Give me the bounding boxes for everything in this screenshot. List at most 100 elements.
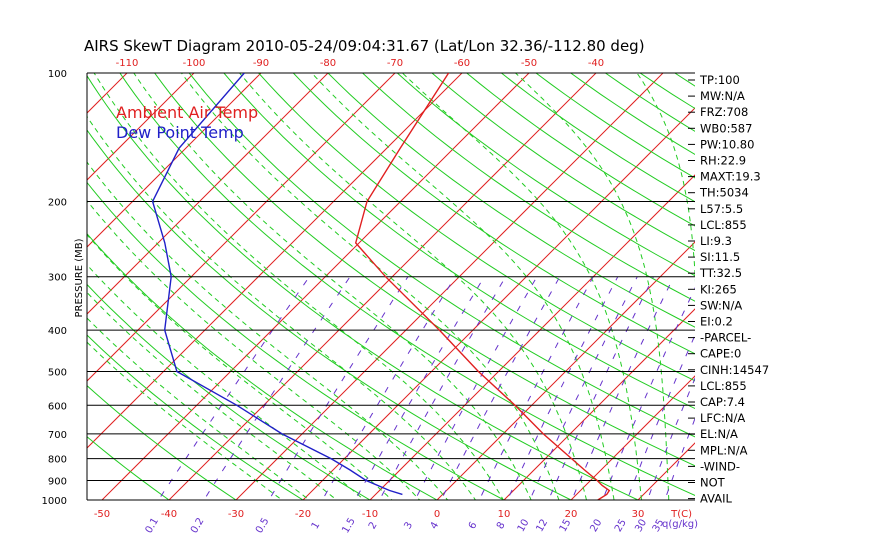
dry-adiabat-line — [535, 73, 695, 179]
mixing-ratio-tick-label: 2 — [367, 520, 380, 531]
dry-adiabat-line — [362, 73, 695, 302]
stability-index-label: MW:N/A — [700, 89, 745, 103]
stability-index-label: LI:9.3 — [700, 234, 732, 248]
stability-indices: TP:100 MW:N/A FRZ:708 WB0:587 PW:10.80 RH:22.… — [688, 73, 769, 506]
bottom-temp-tick-label: 0 — [434, 509, 440, 520]
stability-index-label: LCL:855 — [700, 379, 747, 393]
stability-index-label: CAPE:0 — [700, 347, 741, 361]
mixing-ratio-line — [626, 334, 695, 500]
dry-adiabat-line — [501, 73, 695, 203]
mixing-ratio-line — [478, 276, 594, 500]
mixing-ratio-line — [378, 276, 507, 500]
isotherm-line — [87, 73, 396, 382]
stability-index-label: SI:11.5 — [700, 250, 740, 264]
stability-index-label: -PARCEL- — [700, 331, 751, 345]
moist-adiabat-line — [402, 73, 642, 500]
isotherm-line — [369, 174, 695, 500]
y-axis-label: PRESSURE (MB) — [74, 238, 85, 317]
bottom-temp-tick-label: 30 — [632, 509, 645, 520]
isotherm-line — [570, 375, 695, 500]
moist-adiabat-line — [87, 291, 338, 500]
pressure-tick-label: 900 — [48, 476, 67, 487]
bottom-temp-tick-label: 20 — [565, 509, 578, 520]
mixing-ratio-tick-label: 0.5 — [254, 516, 271, 535]
mixing-ratio-tick-label: 1 — [310, 520, 323, 531]
bottom-temp-tick-label: -40 — [161, 509, 177, 520]
moist-adiabat-line — [87, 161, 449, 500]
dry-adiabat-line — [87, 129, 572, 500]
stability-index-label: -WIND- — [700, 459, 740, 473]
isotherm-line — [302, 107, 695, 500]
mixing-ratio-line — [547, 276, 654, 500]
stability-index-label: TT:32.5 — [699, 266, 742, 280]
mixing-ratio-tick-label: 6 — [467, 520, 480, 531]
dewpoint-profile-line — [151, 73, 403, 496]
moist-adiabat-line — [87, 199, 421, 500]
isotherm-line — [503, 308, 695, 500]
top-temp-tick-label: -100 — [183, 58, 206, 69]
top-temp-tick-label: -40 — [588, 58, 604, 69]
mixing-ratio-line — [354, 276, 485, 500]
mixing-ratio-line — [529, 276, 638, 500]
mixing-ratio-line — [414, 276, 538, 500]
stability-index-label: CAP:7.4 — [700, 395, 745, 409]
dry-adiabat-line — [87, 181, 505, 500]
isotherm-line — [87, 73, 329, 315]
stability-index-label: SW:N/A — [700, 298, 742, 312]
legend-dew-point-temp: Dew Point Temp — [116, 123, 244, 142]
mixing-ratio-line — [321, 276, 456, 500]
dry-adiabat-line — [87, 233, 438, 500]
mixing-ratio-line — [506, 276, 619, 500]
dry-adiabat-line — [639, 73, 695, 110]
dry-adiabat-line — [87, 384, 237, 500]
moist-adiabat-line — [93, 73, 504, 500]
dry-adiabat-line — [396, 73, 695, 277]
isotherm-line — [0, 63, 70, 509]
top-temp-tick-label: -110 — [116, 58, 139, 69]
chart-title: AIRS SkewT Diagram 2010-05-24/09:04:31.6… — [84, 37, 645, 55]
dry-adiabat-line — [292, 73, 695, 355]
stability-index-label: L57:5.5 — [700, 202, 743, 216]
moist-adiabat-line — [311, 73, 615, 500]
dry-adiabat-line — [327, 73, 695, 328]
dry-adiabat-line — [744, 73, 870, 500]
mixing-ratio-tick-label: 4 — [429, 520, 442, 531]
isotherm-line — [763, 63, 870, 509]
moist-adiabat-line — [515, 73, 670, 500]
pressure-tick-label: 500 — [48, 367, 67, 378]
legend-ambient-air-temp: Ambient Air Temp — [116, 103, 258, 122]
dry-adiabat-line — [87, 334, 304, 500]
stability-index-label: NOT — [700, 476, 726, 490]
mixing-ratio-tick-label: 1.5 — [340, 516, 357, 535]
stability-index-label: MPL:N/A — [700, 443, 748, 457]
isotherm-line — [87, 73, 262, 248]
dry-adiabat-line — [154, 73, 695, 467]
mixing-ratio-tick-label: 20 — [589, 517, 605, 534]
bottom-temp-tick-label: 10 — [498, 509, 511, 520]
mixing-ratio-tick-label: 10 — [516, 517, 532, 534]
top-temp-tick-label: -80 — [320, 58, 336, 69]
mixing-ratio-line — [440, 276, 561, 500]
stability-index-label: CINH:14547 — [700, 363, 769, 377]
isotherm-line — [0, 63, 3, 509]
stability-index-label: EL:N/A — [700, 427, 738, 441]
moist-adiabat-line — [87, 115, 477, 500]
mixing-ratio-tick-label: 12 — [534, 517, 550, 534]
mixing-ratio-line — [602, 287, 695, 500]
top-temp-tick-label: -70 — [387, 58, 403, 69]
isotherm-line — [168, 73, 597, 500]
mixing-ratio-unit-label: q(g/kg) — [662, 519, 698, 530]
top-temp-tick-label: -90 — [253, 58, 269, 69]
pressure-tick-label: 100 — [48, 69, 67, 80]
pressure-tick-label: 700 — [48, 430, 67, 441]
background-lines — [0, 63, 870, 509]
stability-index-label: FRZ:708 — [700, 105, 748, 119]
pressure-tick-label: 1000 — [42, 496, 67, 507]
mixing-ratio-tick-label: 0.2 — [189, 516, 206, 535]
isotherm-line — [436, 241, 695, 500]
dry-adiabat-line — [87, 283, 371, 500]
temp-axis-unit-label: T(C) — [670, 509, 692, 520]
stability-index-label: WB0:587 — [700, 121, 752, 135]
stability-index-label: MAXT:19.3 — [700, 170, 761, 184]
